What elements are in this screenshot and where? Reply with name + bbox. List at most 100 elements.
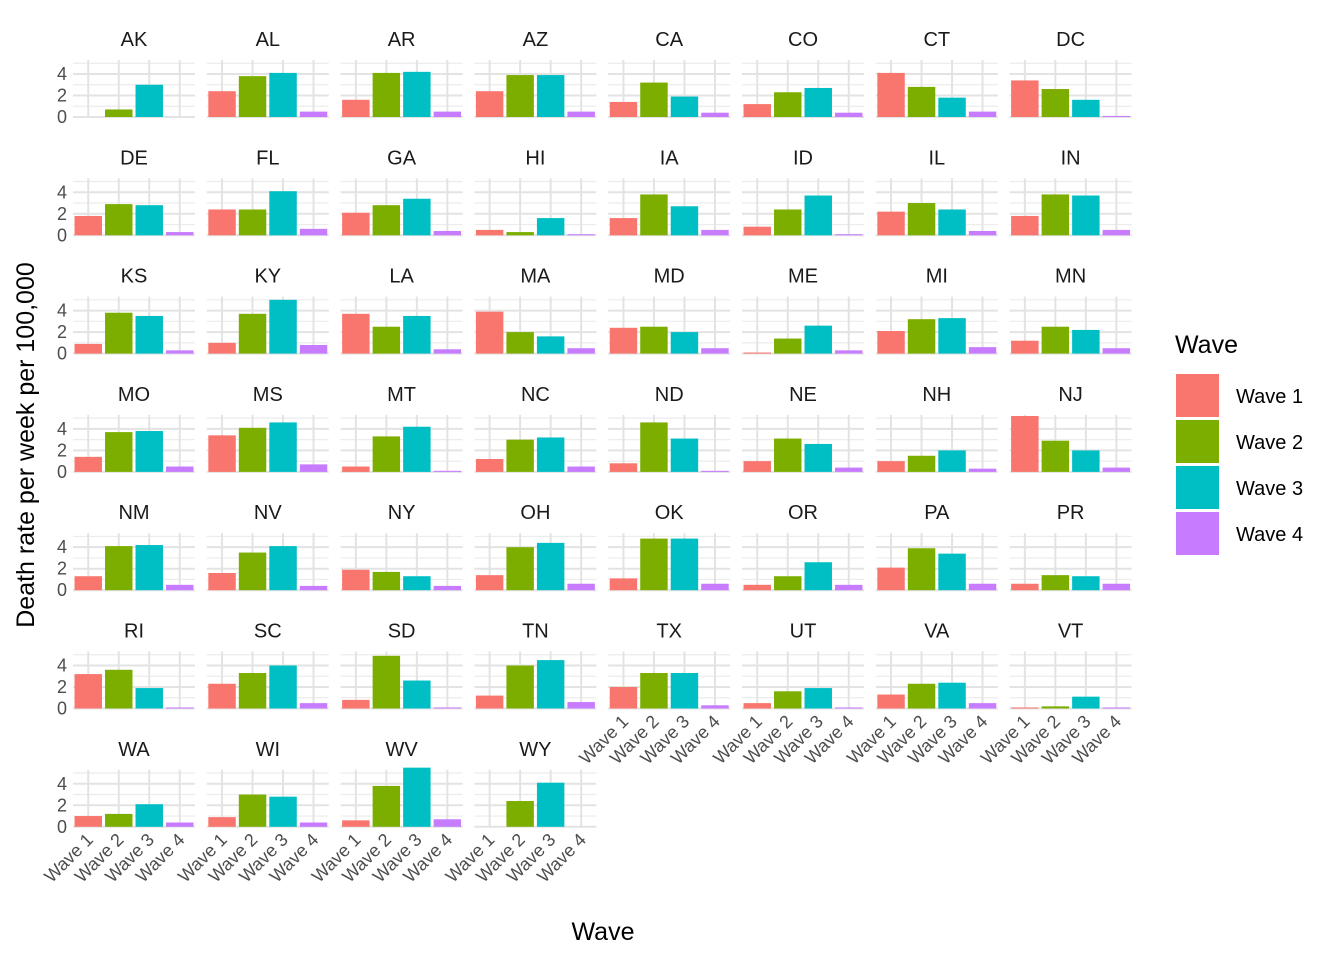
bar-ne-wave-4 bbox=[835, 467, 863, 472]
panel-me bbox=[742, 296, 864, 354]
strip-label-vt: VT bbox=[1058, 621, 1084, 643]
bar-ri-wave-1 bbox=[74, 674, 102, 709]
strip-label-la: LA bbox=[389, 266, 414, 288]
bar-az-wave-4 bbox=[567, 111, 595, 117]
y-tick-label-ri-2: 2 bbox=[57, 677, 67, 697]
bar-md-wave-3 bbox=[670, 332, 699, 354]
bar-ma-wave-4 bbox=[567, 348, 595, 354]
y-tick-label-ri-0: 0 bbox=[57, 699, 67, 719]
bar-in-wave-1 bbox=[1011, 215, 1039, 236]
strip-label-or: OR bbox=[788, 502, 818, 524]
strip-label-ks: KS bbox=[121, 266, 148, 288]
bar-sc-wave-1 bbox=[208, 683, 236, 709]
y-tick-label-nm-4: 4 bbox=[57, 537, 67, 557]
strip-label-ok: OK bbox=[655, 502, 685, 524]
bar-ny-wave-3 bbox=[403, 576, 431, 591]
bar-or-wave-1 bbox=[743, 584, 771, 591]
bar-tx-wave-1 bbox=[609, 686, 638, 709]
bar-ky-wave-2 bbox=[238, 313, 267, 354]
bar-wa-wave-3 bbox=[135, 804, 163, 827]
x-axis-title: Wave bbox=[572, 918, 635, 946]
strip-label-sc: SC bbox=[254, 621, 282, 643]
bar-il-wave-1 bbox=[877, 211, 905, 236]
bar-ms-wave-1 bbox=[208, 435, 236, 472]
bar-wv-wave-1 bbox=[342, 820, 370, 827]
bar-ca-wave-4 bbox=[701, 112, 729, 117]
bar-wv-wave-2 bbox=[372, 785, 401, 827]
y-axis-title: Death rate per week per 100,000 bbox=[12, 262, 40, 628]
bar-wv-wave-4 bbox=[433, 819, 462, 827]
bar-nd-wave-1 bbox=[609, 463, 638, 472]
bar-hi-wave-4 bbox=[567, 234, 595, 236]
bar-mn-wave-4 bbox=[1102, 348, 1131, 354]
legend-key-wave-4 bbox=[1176, 512, 1219, 555]
bar-nj-wave-3 bbox=[1072, 450, 1100, 472]
bar-ga-wave-2 bbox=[372, 205, 401, 236]
bar-id-wave-3 bbox=[804, 195, 832, 236]
bar-nc-wave-1 bbox=[475, 458, 504, 472]
bar-ok-wave-2 bbox=[640, 538, 668, 591]
strip-label-al: AL bbox=[256, 29, 280, 51]
bar-ut-wave-1 bbox=[743, 703, 771, 709]
bar-or-wave-3 bbox=[804, 562, 832, 591]
strip-label-de: DE bbox=[120, 147, 148, 169]
strip-label-sd: SD bbox=[388, 621, 416, 643]
legend-label-wave-2: Wave 2 bbox=[1236, 432, 1303, 454]
bar-la-wave-1 bbox=[342, 313, 370, 354]
strip-label-dc: DC bbox=[1056, 29, 1085, 51]
bar-nh-wave-4 bbox=[968, 468, 997, 472]
panel-wy bbox=[474, 769, 597, 827]
legend-label-wave-4: Wave 4 bbox=[1236, 524, 1303, 546]
bar-nm-wave-1 bbox=[74, 576, 102, 591]
panel-vt bbox=[1009, 651, 1132, 709]
legend-title: Wave bbox=[1175, 331, 1238, 359]
bar-ny-wave-1 bbox=[342, 569, 370, 591]
legend-label-wave-3: Wave 3 bbox=[1236, 478, 1303, 500]
bar-nj-wave-2 bbox=[1041, 440, 1070, 472]
bar-ok-wave-1 bbox=[609, 578, 638, 591]
bar-dc-wave-1 bbox=[1011, 80, 1039, 117]
strip-label-tn: TN bbox=[522, 621, 549, 643]
bar-tn-wave-4 bbox=[567, 702, 595, 709]
strip-label-md: MD bbox=[654, 266, 685, 288]
bar-co-wave-3 bbox=[804, 87, 832, 117]
bar-mi-wave-1 bbox=[877, 331, 905, 354]
bar-de-wave-1 bbox=[74, 215, 102, 236]
strip-label-wi: WI bbox=[256, 739, 280, 761]
bar-tx-wave-2 bbox=[640, 673, 668, 709]
bar-in-wave-2 bbox=[1041, 194, 1070, 236]
bar-mo-wave-1 bbox=[74, 456, 102, 472]
bar-wi-wave-4 bbox=[299, 822, 328, 827]
bar-mo-wave-4 bbox=[166, 466, 194, 472]
panel-or bbox=[742, 533, 864, 591]
y-tick-label-wa-0: 0 bbox=[57, 817, 67, 837]
bar-co-wave-2 bbox=[774, 92, 802, 117]
y-tick-label-ks-0: 0 bbox=[57, 344, 67, 364]
strip-label-mi: MI bbox=[926, 266, 948, 288]
bar-il-wave-4 bbox=[968, 230, 997, 236]
bar-ga-wave-4 bbox=[433, 230, 462, 236]
bar-pa-wave-3 bbox=[938, 553, 966, 591]
y-tick-label-mo-2: 2 bbox=[57, 440, 67, 460]
panel-id bbox=[742, 178, 864, 236]
bar-mi-wave-3 bbox=[938, 318, 966, 354]
strip-label-wy: WY bbox=[519, 739, 551, 761]
bar-ks-wave-3 bbox=[135, 315, 163, 354]
bar-mt-wave-2 bbox=[372, 436, 401, 472]
bar-fl-wave-1 bbox=[208, 209, 236, 236]
strip-label-ne: NE bbox=[789, 384, 817, 406]
bar-vt-wave-4 bbox=[1102, 707, 1131, 709]
strip-label-ga: GA bbox=[387, 147, 417, 169]
strip-label-mo: MO bbox=[118, 384, 150, 406]
strip-label-pa: PA bbox=[924, 502, 950, 524]
bar-pa-wave-2 bbox=[907, 548, 936, 591]
bar-az-wave-2 bbox=[506, 75, 534, 117]
bar-sc-wave-2 bbox=[238, 673, 267, 709]
bar-wy-wave-2 bbox=[506, 800, 534, 827]
bar-ga-wave-3 bbox=[403, 198, 431, 236]
bar-nc-wave-4 bbox=[567, 466, 595, 472]
strip-label-co: CO bbox=[788, 29, 818, 51]
bar-tx-wave-4 bbox=[701, 705, 729, 709]
bar-nv-wave-4 bbox=[299, 585, 328, 591]
